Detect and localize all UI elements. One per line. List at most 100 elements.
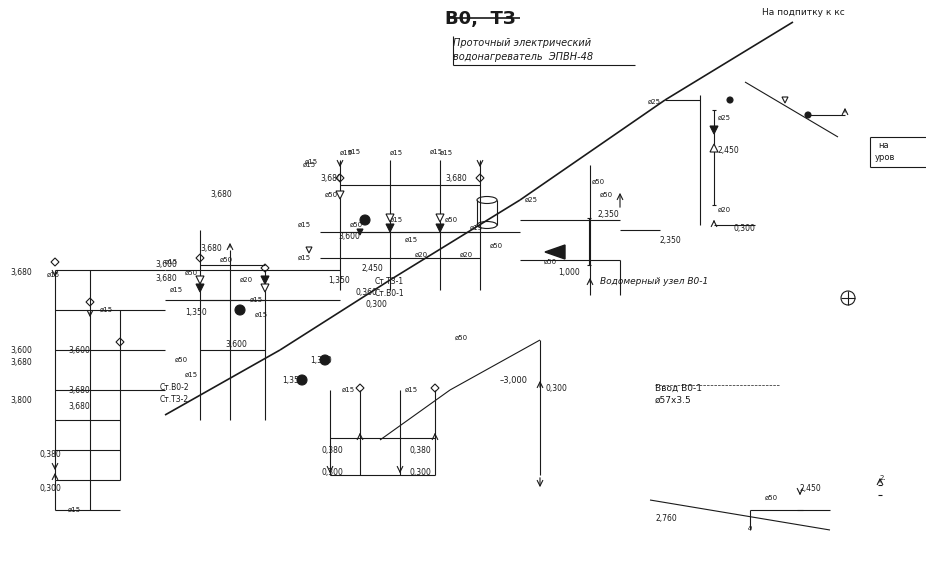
Text: 1,000: 1,000 (558, 268, 580, 277)
Text: 3,800: 3,800 (10, 395, 31, 404)
Text: 3,600: 3,600 (10, 346, 31, 355)
Text: Ст.В0-2: Ст.В0-2 (160, 384, 190, 393)
Text: 0,300: 0,300 (410, 469, 432, 478)
Text: ø15: ø15 (298, 255, 311, 261)
Text: ø15: ø15 (430, 149, 444, 155)
Text: уров: уров (875, 153, 895, 162)
Text: 0,380: 0,380 (322, 446, 344, 455)
Text: В0,  ТЗ: В0, ТЗ (444, 10, 516, 28)
Text: ø15: ø15 (185, 372, 198, 378)
Text: ø50: ø50 (325, 192, 338, 198)
Text: Ввод В0-1: Ввод В0-1 (655, 384, 702, 393)
Text: ø20: ø20 (240, 277, 253, 283)
Text: ø20: ø20 (718, 207, 732, 213)
Text: 3,600: 3,600 (68, 346, 90, 355)
Text: на: на (878, 140, 889, 149)
Text: 2,450: 2,450 (362, 263, 383, 272)
Text: Ст.ТЗ-1: Ст.ТЗ-1 (375, 277, 404, 287)
Text: водонагреватель  ЭПВН-48: водонагреватель ЭПВН-48 (453, 52, 594, 62)
Text: 2.: 2. (880, 475, 886, 481)
Text: ø15: ø15 (170, 287, 183, 293)
Polygon shape (261, 276, 269, 284)
Text: 3,680: 3,680 (68, 403, 90, 412)
Polygon shape (436, 224, 444, 232)
Text: ø50: ø50 (175, 357, 188, 363)
Circle shape (805, 112, 811, 118)
Text: Проточный электрический: Проточный электрический (453, 38, 591, 48)
Text: ø15: ø15 (303, 162, 316, 168)
Text: ø50: ø50 (544, 259, 557, 265)
Text: –3,000: –3,000 (500, 376, 528, 385)
Circle shape (360, 215, 370, 225)
Text: 0,380: 0,380 (410, 446, 432, 455)
Text: ø15: ø15 (47, 272, 60, 278)
Text: 2,450: 2,450 (717, 146, 739, 155)
Text: ø50: ø50 (490, 243, 503, 249)
Text: 1,350: 1,350 (328, 275, 350, 284)
Text: ø15: ø15 (250, 297, 263, 303)
Circle shape (320, 355, 330, 365)
Text: 3,680: 3,680 (68, 386, 90, 394)
Text: 2,350: 2,350 (598, 210, 619, 219)
Text: ø50: ø50 (220, 257, 233, 263)
Polygon shape (545, 245, 565, 259)
Text: ø15: ø15 (255, 312, 269, 318)
Text: 0,300: 0,300 (40, 483, 62, 492)
Polygon shape (386, 224, 394, 232)
Text: 3,680: 3,680 (10, 268, 31, 277)
Text: ø15: ø15 (305, 159, 319, 165)
Text: ø50: ø50 (765, 495, 778, 501)
Text: 2,760: 2,760 (655, 513, 677, 522)
Polygon shape (306, 247, 312, 253)
Text: ø50: ø50 (592, 179, 605, 185)
Text: ø50: ø50 (445, 217, 458, 223)
Text: ø15: ø15 (340, 150, 353, 156)
Polygon shape (386, 214, 394, 222)
Text: ø50: ø50 (350, 222, 363, 228)
Text: ø57х3.5: ø57х3.5 (655, 395, 692, 404)
Text: ø15: ø15 (405, 387, 419, 393)
Text: ø50: ø50 (600, 192, 613, 198)
Polygon shape (357, 229, 363, 235)
Text: ø15: ø15 (440, 150, 453, 156)
Text: 3,680: 3,680 (445, 174, 467, 183)
Text: 0,360: 0,360 (355, 289, 377, 297)
Text: 0,300: 0,300 (365, 301, 387, 310)
Text: ø15: ø15 (342, 387, 356, 393)
Text: ø20: ø20 (460, 252, 473, 258)
Text: 2,350: 2,350 (660, 236, 682, 245)
Text: ø15: ø15 (405, 237, 419, 243)
Text: 0,380: 0,380 (40, 451, 62, 460)
Circle shape (297, 375, 307, 385)
Text: 3,600: 3,600 (338, 232, 360, 241)
Polygon shape (336, 191, 344, 199)
Text: 1,350: 1,350 (310, 355, 332, 364)
Text: 1,350: 1,350 (185, 309, 206, 318)
Text: ø20: ø20 (415, 252, 428, 258)
Text: Ст.В0-1: Ст.В0-1 (375, 289, 405, 297)
Text: ø15: ø15 (390, 150, 403, 156)
Text: 0,300: 0,300 (545, 384, 567, 393)
Text: ø50: ø50 (455, 335, 469, 341)
Circle shape (727, 97, 733, 103)
Text: ø25: ø25 (648, 99, 661, 105)
Text: Водомерный узел В0-1: Водомерный узел В0-1 (600, 277, 708, 287)
Text: ø15: ø15 (165, 259, 178, 265)
Text: ø15: ø15 (68, 507, 81, 513)
Text: ø15: ø15 (348, 149, 361, 155)
Polygon shape (196, 284, 204, 292)
Text: ø25: ø25 (525, 197, 538, 203)
Circle shape (235, 305, 245, 315)
Text: а: а (748, 525, 752, 531)
Text: 3,600: 3,600 (225, 341, 247, 350)
Text: ø15: ø15 (390, 217, 403, 223)
Text: 3,680: 3,680 (155, 274, 177, 283)
Polygon shape (436, 214, 444, 222)
Polygon shape (710, 126, 718, 134)
Text: 2,450: 2,450 (800, 483, 821, 492)
Text: ø15: ø15 (100, 307, 113, 313)
Text: ø50: ø50 (185, 270, 198, 276)
Text: 1,350: 1,350 (282, 376, 304, 385)
Text: ø15: ø15 (298, 222, 311, 228)
Text: 3,680: 3,680 (10, 358, 31, 367)
